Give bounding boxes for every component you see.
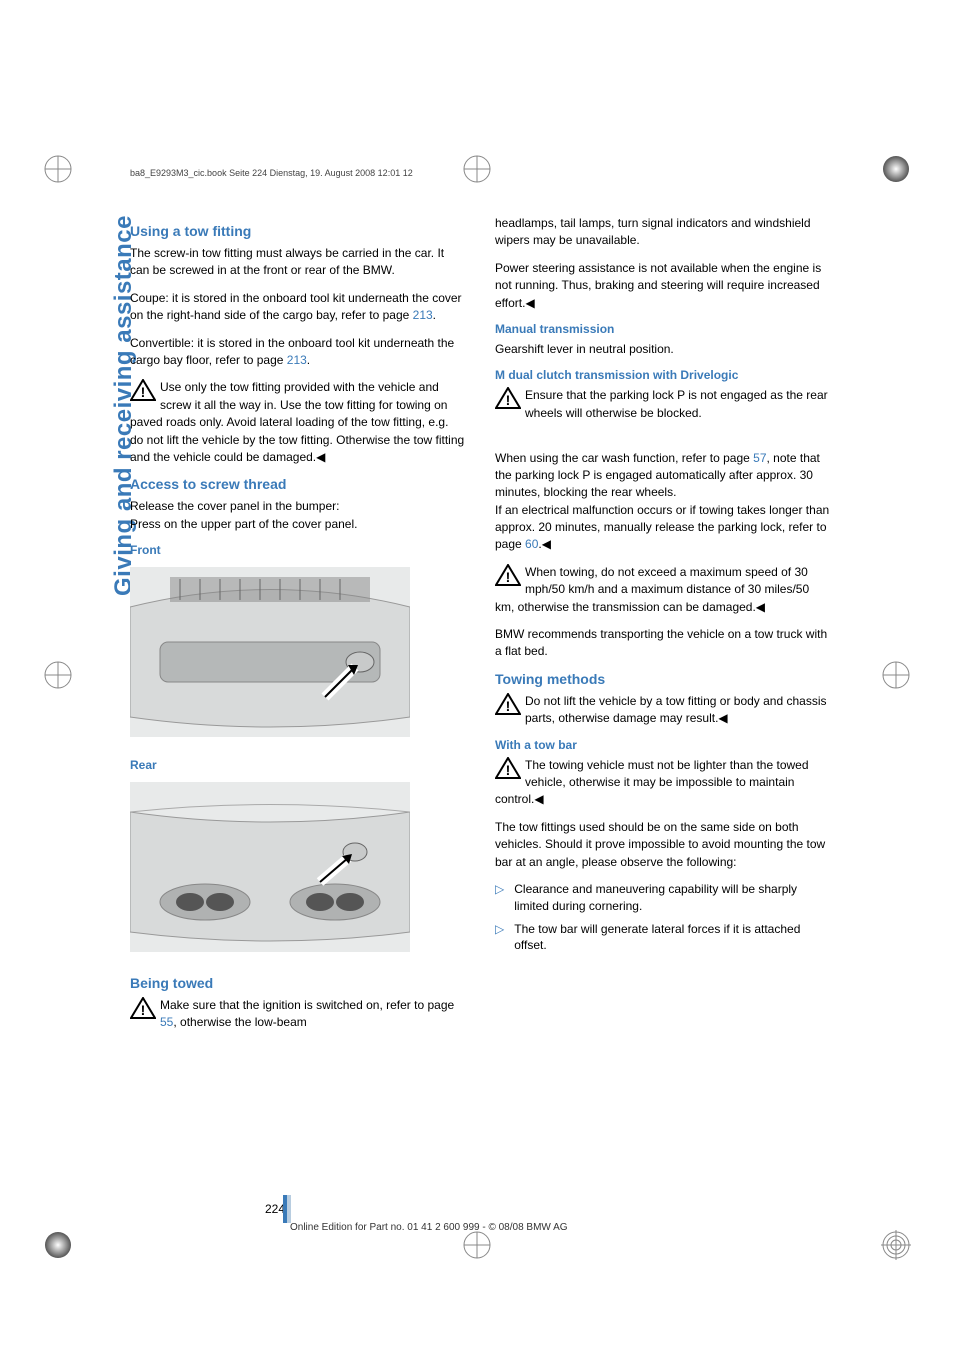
registration-mark [881,660,911,690]
paragraph: Coupe: it is stored in the onboard tool … [130,290,465,325]
registration-mark [43,660,73,690]
registration-mark [881,154,911,184]
text: , otherwise the low-beam [173,1015,306,1029]
text: Power steering assistance is not availab… [495,261,821,310]
footer-line: Online Edition for Part no. 01 41 2 600 … [290,1222,568,1233]
header-line: ba8_E9293M3_cic.book Seite 224 Dienstag,… [130,168,413,178]
end-marker-icon: ◀ [316,449,325,466]
warning-icon: ! [130,997,156,1019]
heading-towing-methods: Towing methods [495,671,830,687]
page-link-55[interactable]: 55 [160,1015,173,1029]
registration-mark [881,1230,911,1260]
list-text: The tow bar will generate lateral forces… [514,921,830,955]
svg-text:!: ! [141,1002,146,1018]
paragraph: The tow fittings used should be on the s… [495,819,830,871]
svg-text:!: ! [506,762,511,778]
paragraph: When using the car wash function, refer … [495,432,830,554]
heading-tow-fitting: Using a tow fitting [130,223,465,239]
heading-being-towed: Being towed [130,975,465,991]
warning-box: ! The towing vehicle must not be lighter… [495,757,830,809]
paragraph: Convertible: it is stored in the onboard… [130,335,465,370]
subheading-manual: Manual transmission [495,322,830,336]
registration-mark [43,154,73,184]
end-marker-icon: ◀ [525,295,534,312]
subheading-dual-clutch: M dual clutch transmission with Drivelog… [495,368,830,382]
warning-box: ! When towing, do not exceed a maximum s… [495,564,830,616]
warning-icon: ! [495,693,521,715]
list-item: ▷ Clearance and maneuvering capability w… [495,881,830,915]
warning-box: ! Make sure that the ignition is switche… [130,997,465,1032]
warning-icon: ! [495,387,521,409]
page-link-213[interactable]: 213 [287,353,307,367]
paragraph: headlamps, tail lamps, turn signal indic… [495,215,830,250]
end-marker-icon: ◀ [542,536,551,553]
paragraph: Gearshift lever in neutral position. [495,341,830,358]
registration-mark [43,1230,73,1260]
text: . [433,308,436,322]
end-marker-icon: ◀ [534,791,543,808]
bullet-icon: ▷ [495,881,504,915]
warning-box: ! Ensure that the parking lock P is not … [495,387,830,422]
svg-text:!: ! [506,698,511,714]
warning-icon: ! [495,564,521,586]
paragraph: BMW recommends transporting the vehicle … [495,626,830,661]
bullet-icon: ▷ [495,921,504,955]
warning-icon: ! [130,379,156,401]
paragraph: Release the cover panel in the bumper: P… [130,498,465,533]
left-column: Using a tow fitting The screw-in tow fit… [130,215,465,1042]
subheading-front: Front [130,543,465,557]
warning-box: ! Do not lift the vehicle by a tow fitti… [495,693,830,728]
warning-text: Ensure that the parking lock P is not en… [525,388,828,419]
warning-icon: ! [495,757,521,779]
right-column: headlamps, tail lamps, turn signal indic… [495,215,830,1042]
page-marker-icon [283,1195,291,1223]
list-item: ▷ The tow bar will generate lateral forc… [495,921,830,955]
list-text: Clearance and maneuvering capability wil… [514,881,830,915]
warning-text: Do not lift the vehicle by a tow fitting… [525,694,827,725]
text: When using the car wash function, refer … [495,451,753,465]
text: . [307,353,310,367]
page-link-60[interactable]: 60 [525,537,538,551]
registration-mark [462,1230,492,1260]
paragraph: Power steering assistance is not availab… [495,260,830,312]
paragraph: The screw-in tow fitting must always be … [130,245,465,280]
svg-text:!: ! [141,384,146,400]
end-marker-icon: ◀ [718,710,727,727]
svg-text:!: ! [506,569,511,585]
heading-screw-thread: Access to screw thread [130,476,465,492]
registration-mark [462,154,492,184]
warning-box: ! Use only the tow fitting provided with… [130,379,465,466]
page-link-213[interactable]: 213 [413,308,433,322]
end-marker-icon: ◀ [756,599,765,616]
svg-text:!: ! [506,392,511,408]
page-link-57[interactable]: 57 [753,451,766,465]
text: Make sure that the ignition is switched … [160,998,454,1012]
warning-text: Use only the tow fitting provided with t… [130,380,464,464]
subheading-rear: Rear [130,758,465,772]
front-bumper-illustration [130,567,410,737]
subheading-tow-bar: With a tow bar [495,738,830,752]
rear-bumper-illustration [130,782,410,952]
